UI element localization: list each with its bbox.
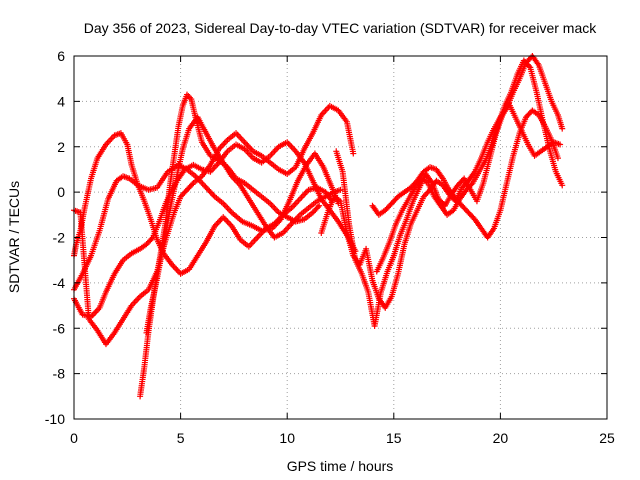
data-point-marker [316,202,323,209]
series-arc-6 [143,114,344,336]
data-point-marker [559,182,566,189]
x-tick-label: 15 [386,430,402,446]
x-tick-label: 10 [279,430,295,446]
series-arc-7 [318,53,566,311]
x-tick-label: 0 [70,430,78,446]
series-arc-10 [373,57,566,275]
y-tick-label: -6 [53,320,66,336]
data-point-marker [557,141,564,148]
series-arc-4 [71,102,357,348]
data-point-marker [314,204,321,211]
y-axis-label: SDTVAR / TECUs [6,181,22,293]
x-tick-label: 5 [177,430,185,446]
data-point-marker [189,181,196,188]
y-tick-label: -4 [53,275,66,291]
x-tick-label: 25 [599,430,615,446]
x-axis-label: GPS time / hours [287,458,394,474]
axis-ticks: 0 5 10 15 20 25 -10 -8 -6 -4 -2 0 2 4 6 [45,48,615,446]
x-tick-label: 20 [493,430,509,446]
data-point-marker [559,125,566,132]
data-point-marker [468,181,475,188]
data-point-marker [554,155,561,162]
y-tick-label: 2 [57,139,65,155]
y-tick-label: -8 [53,366,66,382]
data-point-marker [350,150,357,157]
y-tick-label: -2 [53,230,66,246]
data-point-marker [337,186,344,193]
y-tick-label: 4 [57,93,65,109]
chart-title: Day 356 of 2023, Sidereal Day-to-day VTE… [84,20,597,36]
data-point-marker [148,235,155,242]
data-point-marker [525,62,532,69]
data-series [71,53,566,400]
y-tick-label: -10 [45,411,65,427]
y-tick-label: 6 [57,48,65,64]
y-tick-label: 0 [57,184,65,200]
